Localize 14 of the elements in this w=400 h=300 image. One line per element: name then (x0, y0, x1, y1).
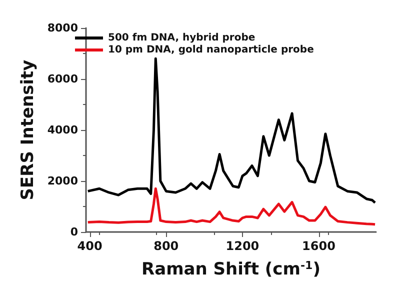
line-series (86, 57, 376, 204)
y-tick-label: 4000 (47, 124, 78, 136)
x-tick-label: 800 (154, 239, 179, 253)
x-tick-label: 400 (77, 239, 102, 253)
y-tick-label: 2000 (47, 174, 78, 188)
y-axis-title: SERS Intensity (18, 60, 38, 200)
line-series (86, 187, 376, 226)
x-tick-label: 1600 (302, 239, 336, 253)
legend-label: 10 pm DNA, gold nanoparticle probe (108, 44, 314, 56)
x-tick-label: 1200 (226, 239, 260, 253)
y-tick-label: 0 (70, 226, 78, 238)
y-tick-label: 8000 (47, 22, 78, 34)
legend-label: 500 fm DNA, hybrid probe (108, 32, 256, 44)
y-tick-label: 6000 (47, 72, 78, 86)
